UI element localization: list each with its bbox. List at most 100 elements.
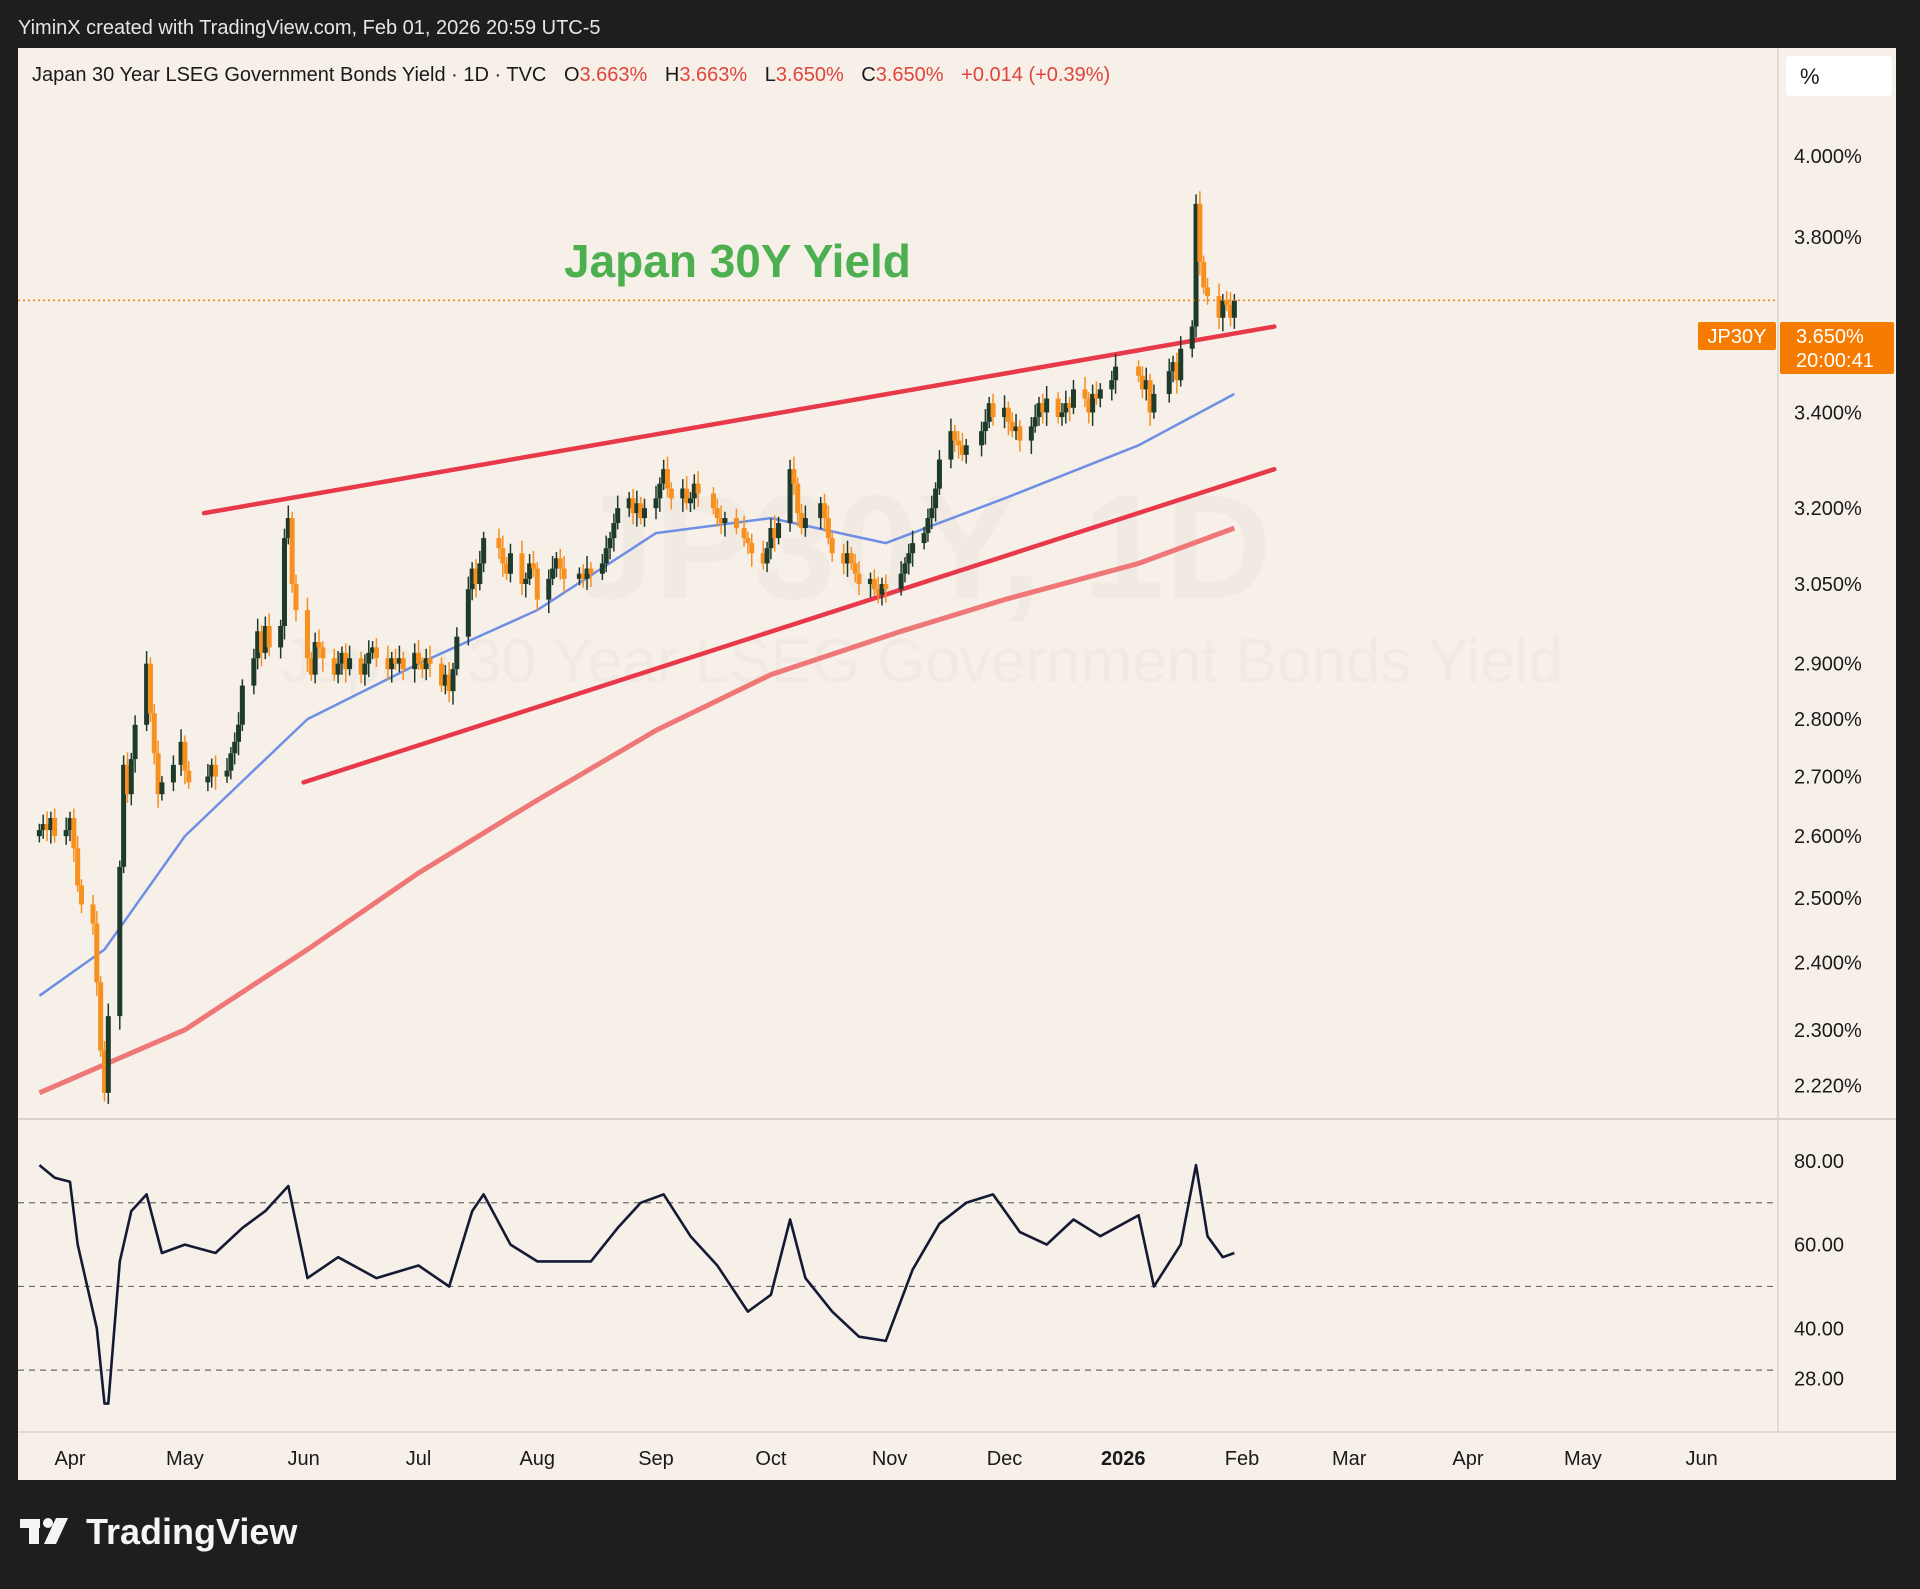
candle-body xyxy=(1224,300,1230,305)
candle-body xyxy=(1067,403,1073,408)
candle-body xyxy=(1063,403,1069,413)
candle-body xyxy=(588,568,594,574)
candle-body xyxy=(147,663,153,714)
candle-body xyxy=(389,658,395,670)
unit-button[interactable]: % xyxy=(1800,64,1820,89)
rsi-tick-label: 60.00 xyxy=(1794,1235,1844,1257)
candle-body xyxy=(561,568,567,579)
candle-body xyxy=(1070,389,1076,408)
candle-body xyxy=(266,626,272,648)
candle-body xyxy=(1139,375,1145,390)
candle-body xyxy=(1028,426,1034,441)
candle-body xyxy=(500,548,506,564)
candle-body xyxy=(1086,398,1092,413)
candle-body xyxy=(653,498,659,509)
candle-body xyxy=(289,518,295,585)
candle-body xyxy=(664,469,670,489)
candle-body xyxy=(952,431,958,441)
candle-body xyxy=(718,518,724,524)
candle-body xyxy=(304,610,310,659)
legend-close-label: C xyxy=(861,64,875,86)
time-axis-label: Jun xyxy=(1685,1448,1717,1470)
legend: Japan 30 Year LSEG Government Bonds Yiel… xyxy=(32,64,1110,86)
candle-body xyxy=(580,573,586,579)
candle-body xyxy=(1170,362,1176,372)
candle-body xyxy=(63,830,69,837)
candle-body xyxy=(611,523,617,539)
candle-body xyxy=(933,488,939,509)
candle-body xyxy=(373,647,379,659)
candle-body xyxy=(959,445,965,455)
candle-body xyxy=(760,553,766,564)
candle-body xyxy=(40,824,46,831)
candle-body xyxy=(477,563,483,585)
candle-body xyxy=(1216,296,1222,318)
candle-body xyxy=(856,573,862,585)
candle-body xyxy=(687,498,693,504)
candle-body xyxy=(427,658,433,664)
candle-body xyxy=(990,403,996,418)
trendline xyxy=(201,324,1277,516)
candle-body xyxy=(741,528,747,539)
candle-body xyxy=(1082,389,1088,399)
candle-body xyxy=(151,713,157,754)
candle-body xyxy=(553,558,559,569)
candle-body xyxy=(902,563,908,574)
candle-body xyxy=(1205,287,1211,297)
candle-body xyxy=(1093,393,1099,399)
candle-body xyxy=(423,658,429,670)
candle-body xyxy=(1059,412,1065,418)
time-axis-label: Sep xyxy=(638,1448,674,1470)
candle-body xyxy=(442,674,448,686)
rsi-scale[interactable]: 80.00 60.00 40.00 28.00 xyxy=(1794,1151,1844,1391)
candle-body xyxy=(465,589,471,637)
candle-body xyxy=(668,488,674,499)
candle-body xyxy=(802,518,808,529)
candle-body xyxy=(634,503,640,514)
candle-body xyxy=(1097,389,1103,399)
candle-body xyxy=(182,741,188,771)
candle-body xyxy=(1166,371,1172,394)
candle-body xyxy=(446,674,452,692)
candle-body xyxy=(385,658,391,670)
trendline xyxy=(301,466,1277,785)
footer-brand: TradingView xyxy=(86,1511,298,1552)
candle-body xyxy=(845,553,851,564)
candle-body xyxy=(439,663,445,686)
candle-body xyxy=(818,503,824,519)
candle-body xyxy=(1044,398,1050,413)
time-axis-label: Apr xyxy=(1452,1448,1483,1470)
candle-body xyxy=(343,652,349,670)
candle-body xyxy=(316,642,322,648)
candle-body xyxy=(1193,203,1199,327)
candle-body xyxy=(285,518,291,539)
rsi-layer xyxy=(38,1163,1235,1405)
candle-body xyxy=(1201,261,1207,288)
candle-body xyxy=(178,741,184,765)
unit-button-box[interactable] xyxy=(1786,56,1892,96)
candle-body xyxy=(657,483,663,499)
candle-body xyxy=(293,584,299,611)
candle-body xyxy=(576,573,582,579)
candle-body xyxy=(347,658,353,670)
candle-body xyxy=(117,866,123,1017)
time-axis-label: May xyxy=(1564,1448,1602,1470)
candle-body xyxy=(841,553,847,564)
candle-body xyxy=(822,503,828,519)
time-axis[interactable]: Apr May Jun Jul Aug Sep Oct Nov Dec 2026 Feb Mar Apr… xyxy=(54,1448,1717,1470)
time-axis-label: Jun xyxy=(288,1448,320,1470)
candle-body xyxy=(358,658,364,675)
candle-body xyxy=(320,647,326,659)
candle-body xyxy=(1013,426,1019,432)
candle-body xyxy=(419,663,425,670)
candle-body xyxy=(1189,326,1195,349)
candle-body xyxy=(523,578,529,585)
candle-body xyxy=(910,543,916,554)
candle-body xyxy=(454,636,460,670)
time-axis-label: Mar xyxy=(1332,1448,1367,1470)
symbol-tag-label: JP30Y xyxy=(1708,326,1767,348)
price-tag xyxy=(1780,322,1894,374)
candle-body xyxy=(883,584,889,590)
tradingview-logo xyxy=(20,1518,68,1544)
